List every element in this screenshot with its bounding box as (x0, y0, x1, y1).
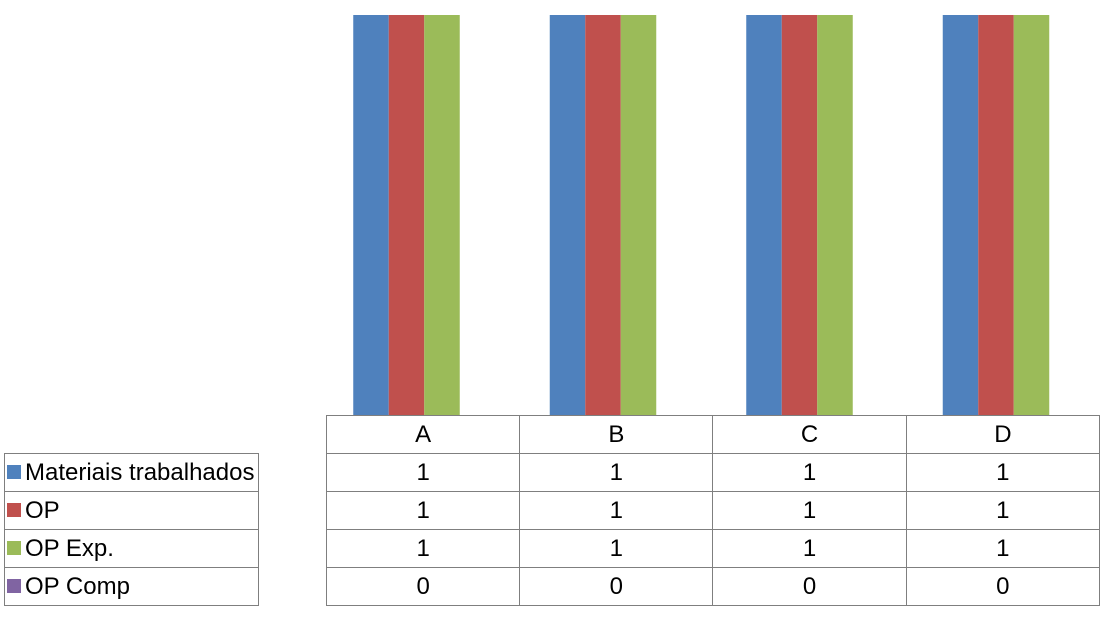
legend-item: Materiais trabalhados (3, 453, 260, 492)
category-header-row: A B C D (325, 415, 1100, 454)
table-cell: 1 (905, 453, 1100, 492)
bars-group (353, 15, 1050, 415)
legend-swatch (7, 540, 21, 555)
legend-swatch (7, 578, 21, 593)
bar-c-series-0 (746, 15, 782, 415)
category-header-c: C (712, 415, 907, 454)
category-header-d: D (905, 415, 1100, 454)
legend-row-labels: Materiais trabalhados OP OP Exp. OP Comp (3, 453, 260, 606)
category-header-a: A (325, 415, 521, 454)
bar-d-series-0 (942, 15, 979, 415)
bar-a-series-0 (353, 15, 389, 415)
legend-item: OP (3, 491, 260, 530)
table-cell: 1 (519, 529, 714, 568)
data-table: A B C D 1 1 1 1 1 1 1 1 1 1 1 1 0 0 0 0 (325, 415, 1100, 606)
table-cell: 0 (712, 567, 907, 606)
legend-swatch (7, 502, 21, 517)
bar-c-series-1 (781, 15, 818, 415)
table-cell: 1 (519, 453, 714, 492)
bar-a-series-1 (388, 15, 425, 415)
table-cell: 1 (905, 491, 1100, 530)
table-row: 1 1 1 1 (325, 491, 1100, 530)
legend-label: Materiais trabalhados (25, 458, 255, 486)
table-cell: 1 (325, 491, 521, 530)
bar-d-series-1 (978, 15, 1014, 415)
bar-b-series-0 (549, 15, 586, 415)
legend-item: OP Exp. (3, 529, 260, 568)
bar-c-series-2 (817, 15, 853, 415)
table-cell: 0 (905, 567, 1100, 606)
table-cell: 1 (905, 529, 1100, 568)
chart-plot-area (353, 15, 1050, 415)
legend-label: OP (25, 496, 60, 524)
category-header-b: B (519, 415, 714, 454)
legend-label: OP Comp (25, 572, 130, 600)
table-cell: 1 (712, 529, 907, 568)
bar-d-series-2 (1013, 15, 1050, 415)
table-row: 1 1 1 1 (325, 529, 1100, 568)
legend-item: OP Comp (3, 567, 260, 606)
table-cell: 1 (325, 453, 521, 492)
legend-label: OP Exp. (25, 534, 114, 562)
table-cell: 1 (519, 491, 714, 530)
legend-swatch (7, 464, 21, 479)
table-cell: 0 (325, 567, 521, 606)
table-cell: 1 (325, 529, 521, 568)
bar-a-series-2 (424, 15, 460, 415)
table-row: 0 0 0 0 (325, 567, 1100, 606)
table-cell: 1 (712, 491, 907, 530)
table-cell: 0 (519, 567, 714, 606)
table-cell: 1 (712, 453, 907, 492)
table-row: 1 1 1 1 (325, 453, 1100, 492)
bar-b-series-2 (620, 15, 657, 415)
bar-b-series-1 (585, 15, 621, 415)
